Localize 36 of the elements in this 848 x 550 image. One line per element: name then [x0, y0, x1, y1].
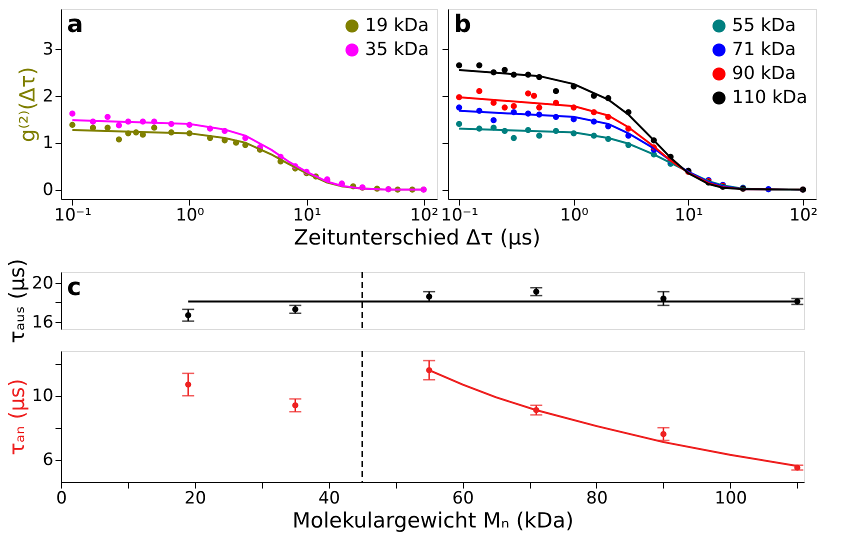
x-axis-title: Zeitunterschied Δτ (μs) — [294, 226, 541, 250]
x-tick-label: 10⁰ — [560, 206, 589, 226]
x-tick-label: 0 — [56, 488, 67, 508]
x-tick-label: 10¹ — [292, 206, 322, 226]
y-axis-title: τₐᵤₛ (μs) — [4, 258, 29, 344]
x-tick-label: 10⁻¹ — [54, 206, 92, 226]
x-tick-label: 10⁻¹ — [440, 206, 478, 226]
x-tick-label: 60 — [452, 488, 474, 508]
y-tick-label: 10 — [32, 386, 54, 406]
x-axis-title: Molekulargewicht Mₙ (kDa) — [292, 508, 574, 532]
x-tick-label: 10² — [410, 206, 438, 226]
chart-title: b — [454, 10, 472, 38]
chart-title: c — [67, 273, 82, 301]
y-tick-label: 3 — [42, 39, 54, 60]
legend-label: 55 kDa — [732, 15, 796, 36]
x-tick-label: 100 — [714, 488, 748, 508]
legend-label: 19 kDa — [365, 15, 429, 36]
y-tick-label: 0 — [42, 180, 54, 200]
legend-label: 71 kDa — [732, 39, 796, 60]
x-tick-label: 10¹ — [674, 206, 704, 226]
x-tick-label: 40 — [318, 488, 340, 508]
y-tick-label: 2 — [42, 86, 54, 106]
legend-label: 90 kDa — [732, 63, 796, 84]
y-tick-label: 20 — [32, 273, 54, 294]
legend-label: 35 kDa — [365, 39, 429, 60]
x-tick-label: 10² — [789, 206, 818, 226]
y-tick-label: 6 — [42, 450, 54, 470]
legend-label: 110 kDa — [732, 87, 808, 108]
y-axis-title: τₐₙ (μs) — [4, 378, 29, 456]
x-tick-label: 80 — [586, 488, 608, 508]
chart-title: a — [67, 10, 84, 38]
x-tick-label: 10⁰ — [176, 206, 204, 226]
y-tick-label: 1 — [42, 133, 54, 154]
y-axis-title: g⁽²⁾(Δτ) — [16, 66, 40, 142]
y-tick-label: 16 — [32, 312, 54, 333]
x-tick-label: 20 — [184, 488, 206, 508]
